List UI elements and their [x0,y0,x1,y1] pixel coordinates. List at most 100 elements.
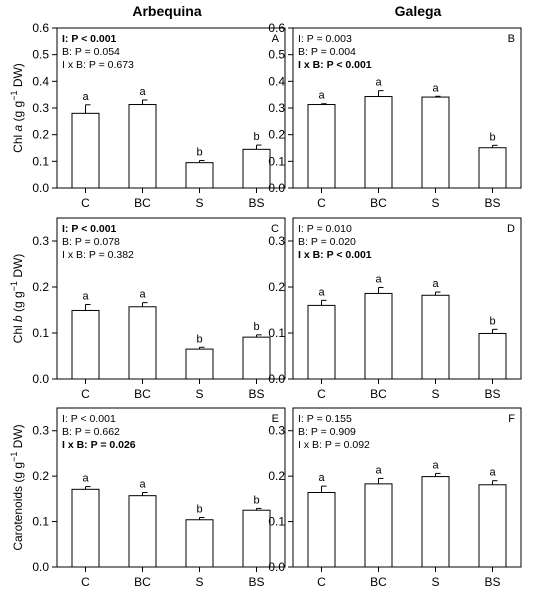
panel-a-xtick-label: C [81,196,90,210]
panel-a-letter: b [253,131,259,143]
panel-b-stat: I: P = 0.003 [298,33,352,45]
panel-c-ytick-label: 0.2 [32,280,49,294]
panel-f-stat-value: P = 0.092 [325,439,370,451]
panel-a-xtick-label: S [195,196,203,210]
panel-b-stat-label: B: [298,46,311,58]
panel-b-bar-s [421,96,450,189]
panel-d-xtick-label: C [317,387,326,401]
panel-b-ytick-label: 0.1 [268,154,285,168]
panel-c-stat-label: I: [62,223,71,235]
panel-c-ylabel: Chl b (g g−1 DW) [9,254,25,344]
panel-d-stat: I: P = 0.010 [298,223,352,235]
panel-a-ylabel: Chl a (g g−1 DW) [9,63,25,153]
panel-a-letter: a [82,91,89,103]
panel-f-letter: a [318,472,325,484]
panel-c-stat-label: B: [62,236,75,248]
panel-a-xtick-label: BS [248,196,264,210]
panel-e-frame [56,407,286,568]
panel-d-bar-c [307,304,336,380]
panel-a-bar-s [185,162,214,189]
panel-d-stat-label: I: [298,223,307,235]
panel-e-stat-label: I x B: [62,439,91,451]
panel-c-frame [56,217,286,380]
panel-b-xtick-label: BS [484,196,500,210]
panel-a-stat-value: P = 0.673 [89,59,134,71]
panel-b-stat-label: I x B: [298,59,327,71]
panel-e-bar-bs [242,509,271,568]
panel-c-letter: a [82,290,89,302]
panel-f-stat-label: I x B: [298,439,325,451]
panel-a-letter: b [196,147,202,159]
panel-d-stat-value: P < 0.001 [327,249,372,261]
panel-a-bar-bc [128,104,157,189]
panel-c-stat-value: P < 0.001 [71,223,116,235]
panel-c-ytick-label: 0.3 [32,234,49,248]
panel-e-xtick-label: S [195,575,203,589]
panel-f-frame [292,407,522,568]
panel-b-letter: a [432,82,439,94]
panel-e-bar-c [71,488,100,568]
panel-f-bar-bs [478,484,507,568]
panel-a-ytick-label: 0.6 [32,21,49,35]
panel-b-xtick-label: C [317,196,326,210]
panel-a-ytick-label: 0.2 [32,128,49,142]
panel-f-stat-value: P = 0.909 [311,426,356,438]
panel-e-stat: I x B: P = 0.026 [62,439,136,451]
panel-a-ytick-label: 0.5 [32,48,49,62]
panel-b-letter: a [318,90,325,102]
panel-e-xtick-label: BC [134,575,151,589]
panel-c-bar-bc [128,306,157,380]
panel-c-letter-label: C [271,223,279,235]
panel-b-stat-value: P = 0.003 [307,33,352,45]
panel-e-ytick-label: 0.0 [32,560,49,574]
panel-d-bar-bc [364,292,393,380]
panel-b-bar-c [307,104,336,189]
panel-c-xtick-label: C [81,387,90,401]
panel-c-ytick-label: 0.1 [32,326,49,340]
panel-f-bar-c [307,491,336,568]
panel-d-letter: b [489,315,495,327]
panel-a-stat-label: I x B: [62,59,89,71]
panel-a-ylabel-part: −1 [9,91,19,101]
panel-b-ytick-label: 0.6 [268,21,285,35]
panel-f-xtick-label: BS [484,575,500,589]
panel-e-letter: a [139,478,146,490]
panel-f-ytick-label: 0.3 [268,424,285,438]
panel-a-stat: B: P = 0.054 [62,46,120,58]
panel-b-stat-value: P < 0.001 [327,59,372,71]
panel-a-stat: I: P < 0.001 [62,33,117,45]
panel-d-ytick-label: 0.0 [268,372,285,386]
panel-e-bar-bc [128,495,157,568]
panel-b-ytick-label: 0.0 [268,181,285,195]
panel-d-ytick-label: 0.1 [268,326,285,340]
panel-a-letter-label: A [272,33,280,45]
panel-f-xtick-label: S [431,575,439,589]
panel-d-bar-s [421,294,450,380]
panel-d-letter-label: D [507,223,515,235]
panel-d-stat-label: I x B: [298,249,327,261]
panel-c-bar-s [185,348,214,380]
column-title-galega: Galega [395,3,442,19]
panel-a-stat-value: P < 0.001 [71,33,116,45]
panel-c-xtick-label: S [195,387,203,401]
panel-c-stat-value: P = 0.078 [75,236,120,248]
panel-b-stat-label: I: [298,33,307,45]
panel-d-letter: a [375,273,382,285]
panel-f-letter: a [489,467,496,479]
panel-d-xtick-label: BC [370,387,387,401]
panel-f-letter-label: F [508,413,515,425]
panel-e-stat-value: P = 0.026 [91,439,136,451]
panel-d-frame [292,217,522,380]
panel-c-xtick-label: BS [248,387,264,401]
panel-e-xtick-label: C [81,575,90,589]
panel-c-stat: I: P < 0.001 [62,223,117,235]
panel-a-ylabel-part: DW) [11,63,25,90]
panel-b-xtick-label: BC [370,196,387,210]
panel-a-ytick-label: 0.4 [32,74,49,88]
panel-b-xtick-label: S [431,196,439,210]
panel-d-bar-bs [478,332,507,380]
panel-c-ytick-label: 0.0 [32,372,49,386]
